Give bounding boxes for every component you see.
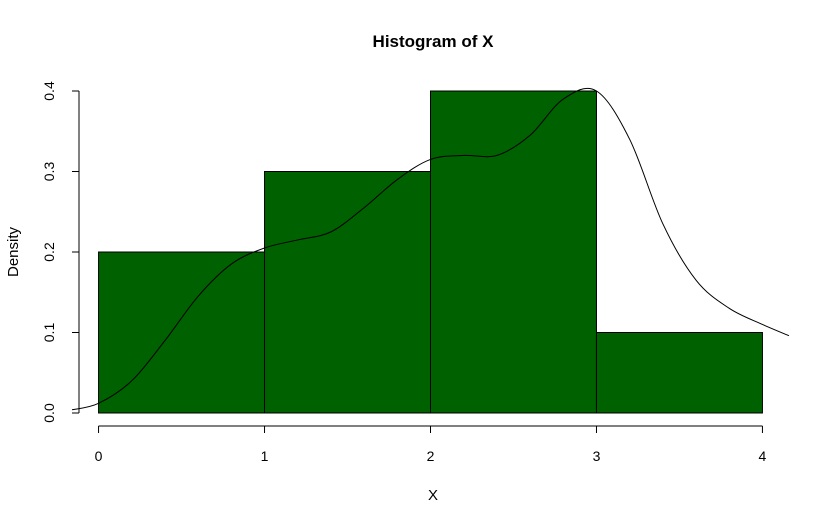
x-tick-label: 3 xyxy=(593,448,601,464)
x-tick-label: 4 xyxy=(759,448,767,464)
y-tick-label: 0.0 xyxy=(41,403,57,423)
y-axis: 0.0 0.1 0.2 0.3 0.4 xyxy=(41,81,80,423)
x-tick-label: 0 xyxy=(95,448,103,464)
histogram-bar xyxy=(595,332,763,414)
x-tick-label: 2 xyxy=(427,448,435,464)
y-tick-label: 0.3 xyxy=(41,162,57,182)
y-tick-label: 0.1 xyxy=(41,323,57,343)
y-axis-label: Density xyxy=(5,226,22,277)
x-axis: 0 1 2 3 4 xyxy=(95,425,767,464)
density-curve-line xyxy=(71,87,790,411)
bars-group xyxy=(98,90,763,414)
x-tick-label: 1 xyxy=(261,448,269,464)
y-tick-label: 0.2 xyxy=(41,242,57,262)
y-tick-label: 0.4 xyxy=(41,81,57,101)
histogram-bar xyxy=(430,90,597,414)
histogram-bar xyxy=(98,251,266,414)
density-curve-group xyxy=(71,87,790,411)
histogram-bar xyxy=(264,171,431,414)
x-axis-label: X xyxy=(428,487,438,504)
chart-title: Histogram of X xyxy=(373,32,495,51)
